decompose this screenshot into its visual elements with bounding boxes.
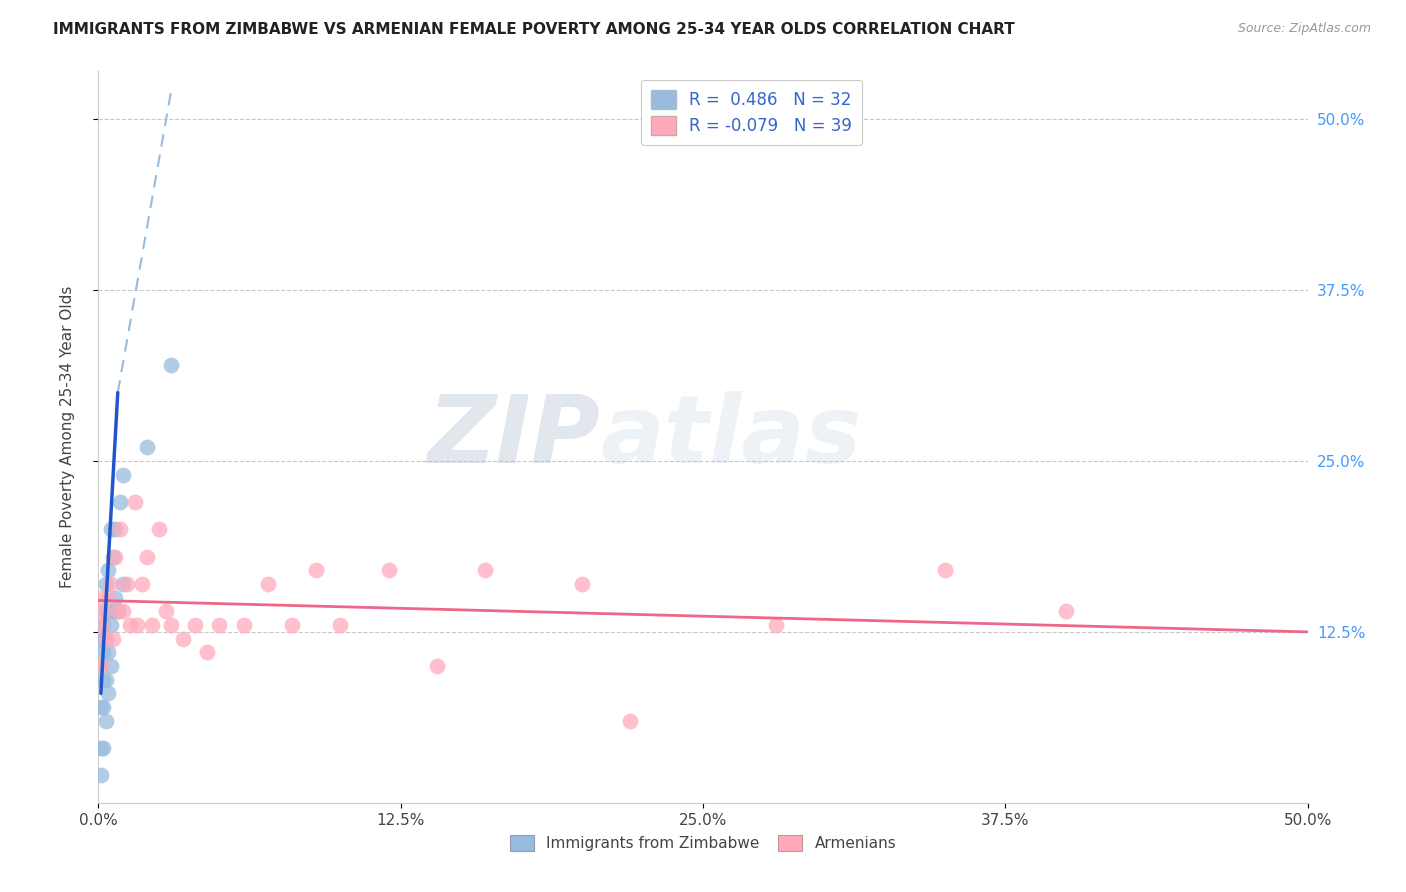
Point xyxy=(108,495,131,509)
Point xyxy=(124,495,146,509)
Point xyxy=(131,577,153,591)
Point xyxy=(90,618,112,632)
Point xyxy=(94,714,117,728)
Point xyxy=(148,522,170,536)
Point xyxy=(100,577,122,591)
Point xyxy=(135,440,157,454)
Point xyxy=(94,604,117,618)
Point xyxy=(90,659,112,673)
Point xyxy=(765,618,787,632)
Point xyxy=(111,467,134,482)
Point xyxy=(108,522,131,536)
Point xyxy=(100,659,122,673)
Point xyxy=(111,577,134,591)
Point xyxy=(172,632,194,646)
Point xyxy=(91,673,114,687)
Point xyxy=(90,659,112,673)
Point xyxy=(104,522,127,536)
Point xyxy=(94,632,117,646)
Point xyxy=(256,577,278,591)
Point xyxy=(97,645,120,659)
Point xyxy=(305,563,328,577)
Y-axis label: Female Poverty Among 25-34 Year Olds: Female Poverty Among 25-34 Year Olds xyxy=(60,286,75,588)
Text: IMMIGRANTS FROM ZIMBABWE VS ARMENIAN FEMALE POVERTY AMONG 25-34 YEAR OLDS CORREL: IMMIGRANTS FROM ZIMBABWE VS ARMENIAN FEM… xyxy=(53,22,1015,37)
Point xyxy=(100,522,122,536)
Point xyxy=(160,359,183,373)
Point xyxy=(329,618,352,632)
Point xyxy=(104,549,127,564)
Point xyxy=(155,604,177,618)
Point xyxy=(90,591,112,605)
Point xyxy=(281,618,304,632)
Point xyxy=(97,686,120,700)
Point xyxy=(91,741,114,756)
Point xyxy=(101,549,124,564)
Point xyxy=(141,618,163,632)
Point xyxy=(97,591,120,605)
Point xyxy=(619,714,641,728)
Point xyxy=(91,604,114,618)
Point xyxy=(94,577,117,591)
Point xyxy=(474,563,496,577)
Text: atlas: atlas xyxy=(600,391,862,483)
Point xyxy=(571,577,593,591)
Point xyxy=(426,659,449,673)
Point xyxy=(107,604,129,618)
Text: ZIP: ZIP xyxy=(427,391,600,483)
Point xyxy=(91,618,114,632)
Point xyxy=(104,591,127,605)
Point xyxy=(91,700,114,714)
Point xyxy=(91,645,114,659)
Point xyxy=(101,632,124,646)
Point xyxy=(107,604,129,618)
Text: Source: ZipAtlas.com: Source: ZipAtlas.com xyxy=(1237,22,1371,36)
Point xyxy=(111,604,134,618)
Point xyxy=(117,577,139,591)
Point xyxy=(377,563,399,577)
Point xyxy=(97,604,120,618)
Point xyxy=(127,618,149,632)
Point xyxy=(90,741,112,756)
Point xyxy=(232,618,254,632)
Point xyxy=(94,632,117,646)
Point xyxy=(94,673,117,687)
Point xyxy=(90,632,112,646)
Point xyxy=(118,618,141,632)
Point xyxy=(90,768,112,782)
Point xyxy=(101,604,124,618)
Point xyxy=(97,563,120,577)
Point xyxy=(208,618,231,632)
Point xyxy=(100,618,122,632)
Point xyxy=(135,549,157,564)
Point xyxy=(195,645,218,659)
Point xyxy=(1054,604,1077,618)
Point xyxy=(184,618,207,632)
Point xyxy=(90,700,112,714)
Point xyxy=(934,563,956,577)
Point xyxy=(160,618,183,632)
Legend: Immigrants from Zimbabwe, Armenians: Immigrants from Zimbabwe, Armenians xyxy=(503,829,903,857)
